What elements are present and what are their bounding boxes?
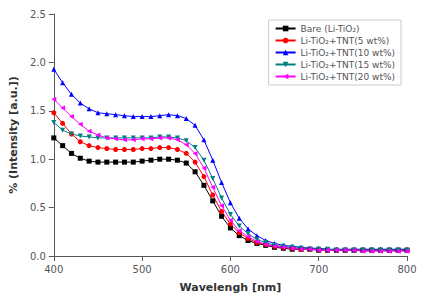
svg-text:Li-TiO₂+TNT(5 wt%): Li-TiO₂+TNT(5 wt%) [301, 36, 390, 46]
svg-text:1.5: 1.5 [30, 105, 46, 116]
svg-text:2.5: 2.5 [30, 9, 46, 20]
svg-text:500: 500 [133, 264, 152, 275]
svg-text:0.0: 0.0 [30, 251, 46, 262]
svg-text:Li-TiO₂+TNT(20 wt%): Li-TiO₂+TNT(20 wt%) [301, 72, 395, 82]
svg-text:Bare (Li-TiO₂): Bare (Li-TiO₂) [301, 24, 360, 34]
svg-text:% (Intensity [a.u.]): % (Intensity [a.u.]) [7, 76, 20, 194]
svg-text:Li-TiO₂+TNT(15 wt%): Li-TiO₂+TNT(15 wt%) [301, 60, 395, 70]
svg-text:1.0: 1.0 [30, 154, 46, 165]
svg-text:600: 600 [221, 264, 240, 275]
svg-text:2.0: 2.0 [30, 57, 46, 68]
svg-text:400: 400 [44, 264, 63, 275]
svg-text:800: 800 [397, 264, 416, 275]
svg-text:Li-TiO₂+TNT(10 wt%): Li-TiO₂+TNT(10 wt%) [301, 48, 395, 58]
svg-text:Wavelengh [nm]: Wavelengh [nm] [180, 281, 282, 294]
svg-text:0.5: 0.5 [30, 202, 46, 213]
svg-text:700: 700 [309, 264, 328, 275]
